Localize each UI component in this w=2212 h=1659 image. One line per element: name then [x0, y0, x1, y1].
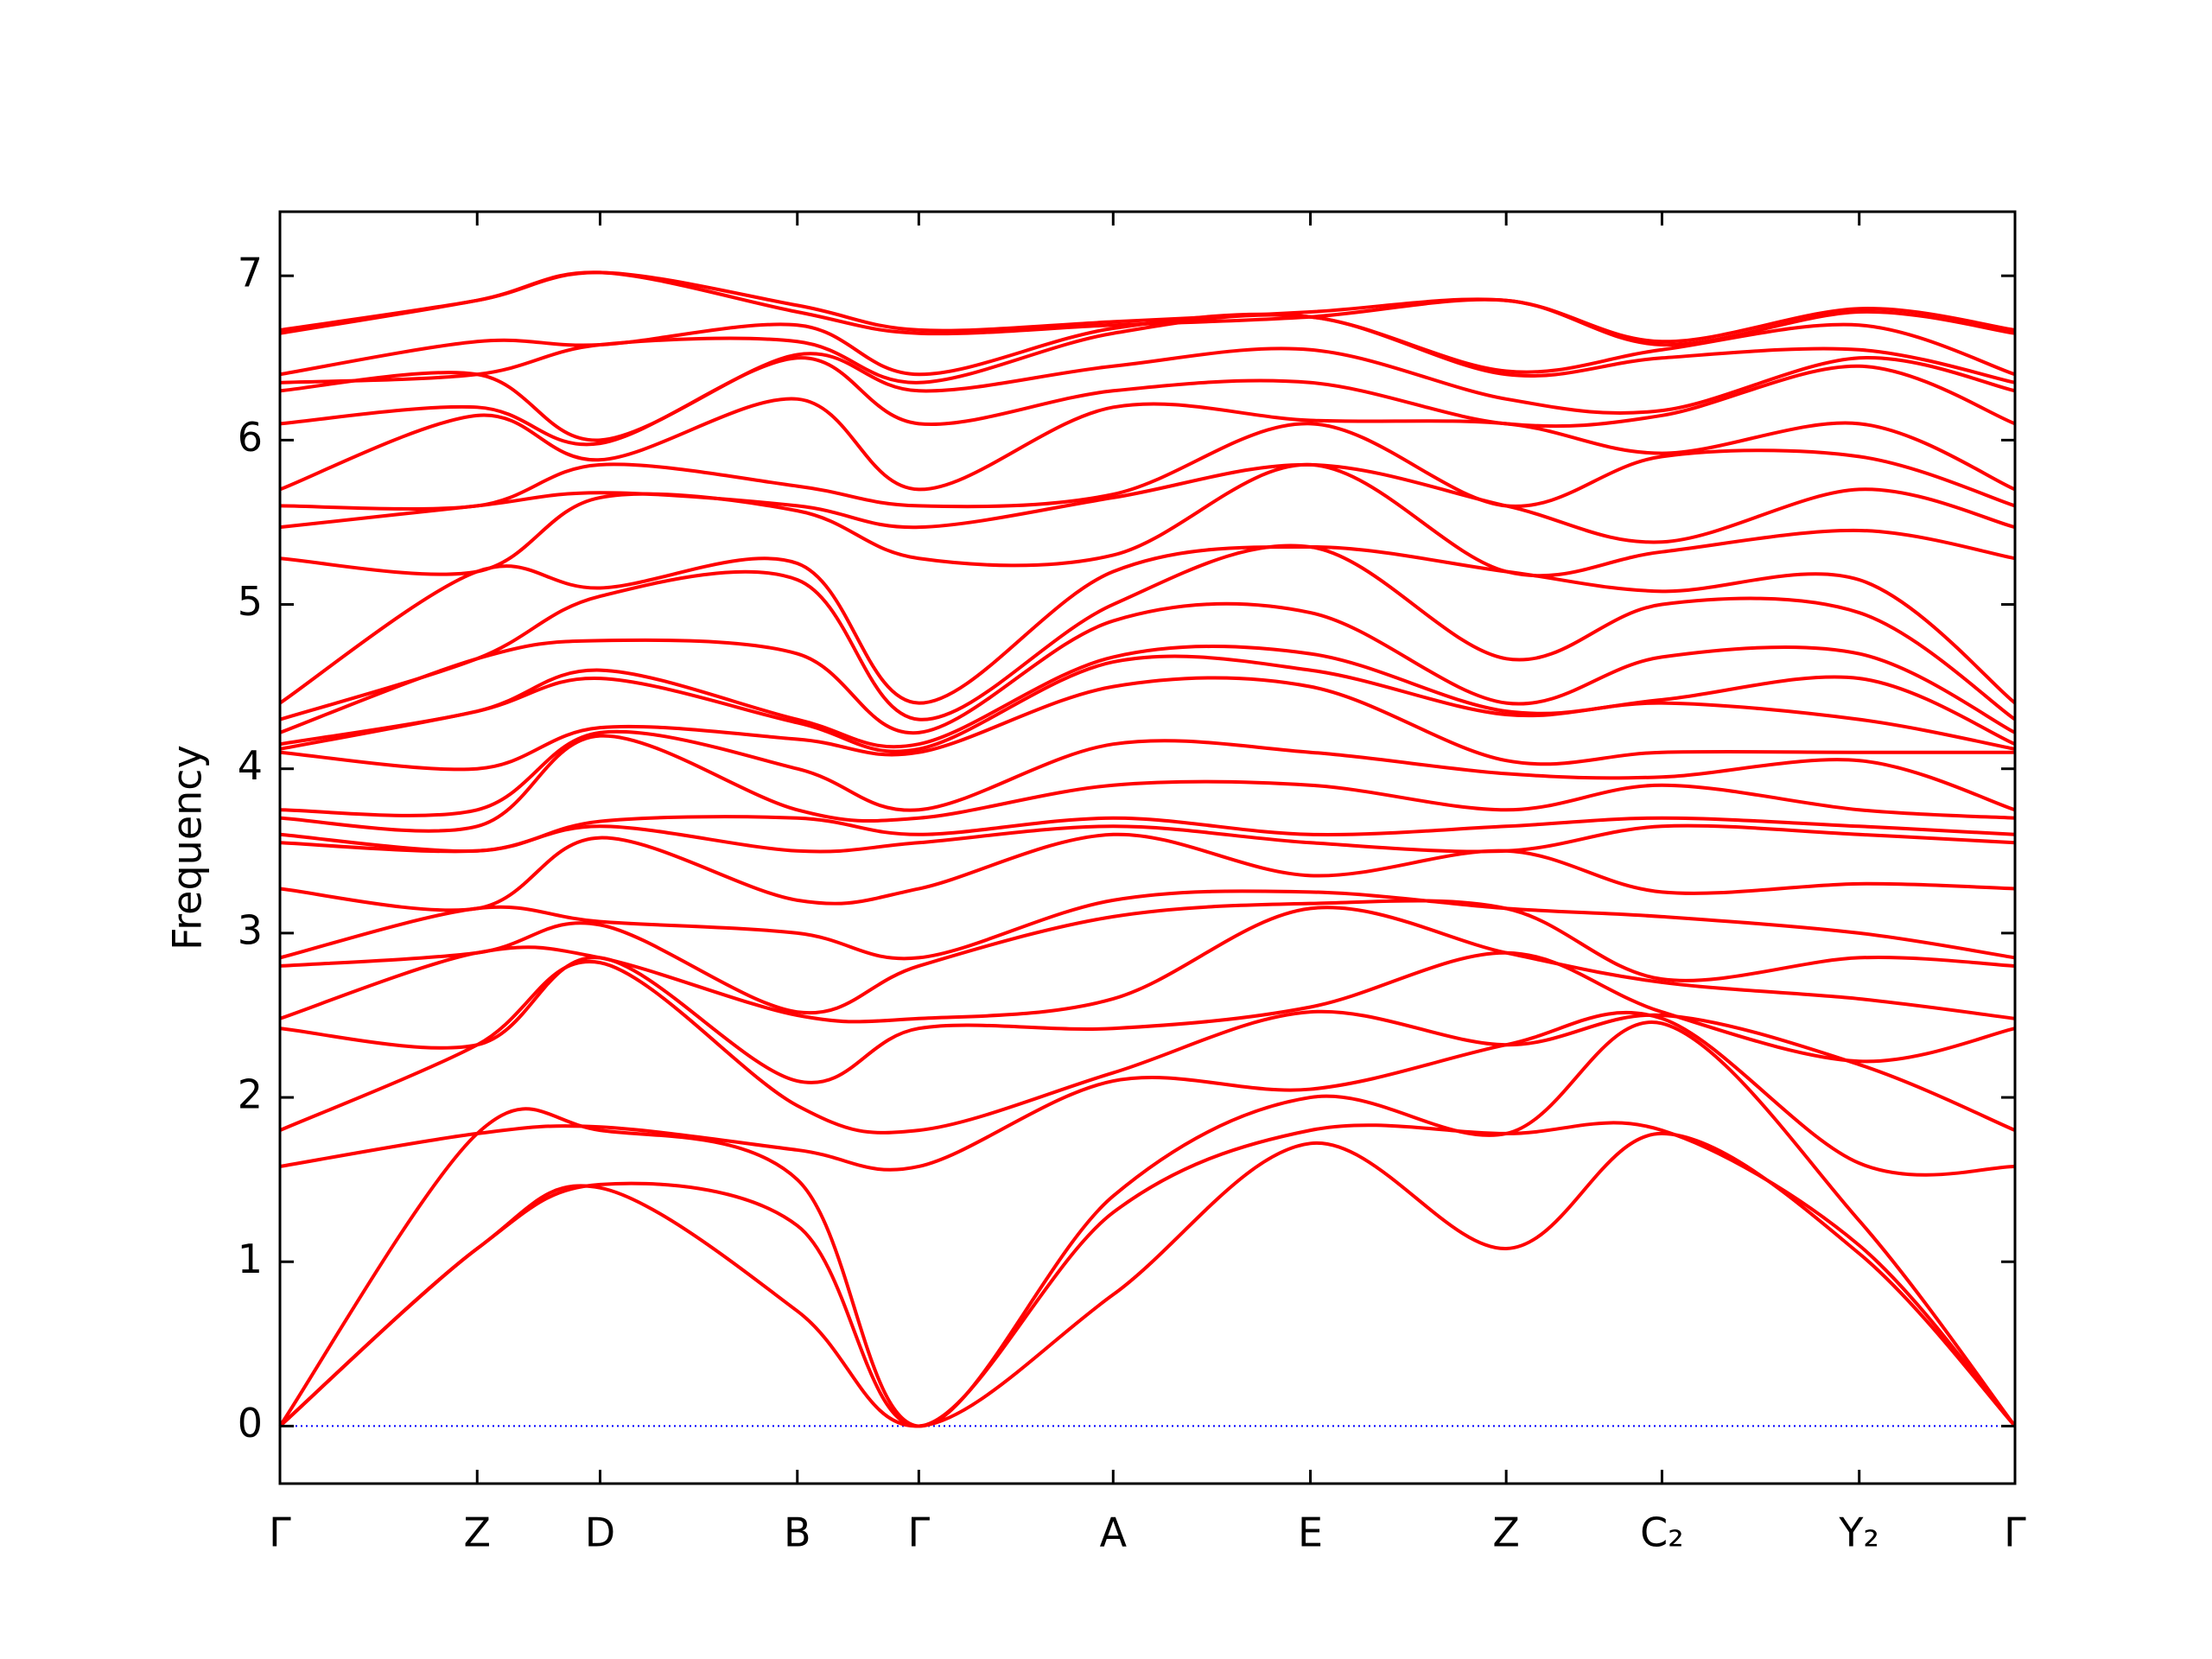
band-line	[279, 601, 2016, 735]
y-tick-label: 0	[238, 1400, 263, 1446]
band-line	[278, 544, 2017, 705]
band-line	[279, 815, 2016, 854]
y-tick-label: 7	[238, 250, 263, 296]
band-line	[279, 356, 2016, 447]
band-line	[278, 1131, 2017, 1428]
x-tick-label: Z	[463, 1510, 491, 1556]
band-line	[279, 906, 2016, 1024]
band-line	[279, 889, 2016, 961]
band-line	[279, 734, 2016, 833]
plot-frame	[278, 210, 2017, 1485]
band-line	[279, 899, 2016, 1015]
band-line	[279, 729, 2016, 817]
band-line	[279, 832, 2016, 912]
x-tick-label: Y₂	[1838, 1510, 1879, 1556]
band-line	[279, 645, 2016, 749]
x-tick-label: Γ	[269, 1510, 291, 1556]
y-tick-label: 5	[238, 578, 263, 625]
x-tick-label: Γ	[908, 1510, 931, 1556]
y-tick-label: 1	[238, 1236, 263, 1282]
band-line	[279, 823, 2016, 854]
x-tick-label: A	[1100, 1510, 1128, 1556]
y-tick-label: 2	[238, 1071, 263, 1118]
band-line	[278, 1020, 2017, 1428]
band-line	[279, 950, 2016, 1084]
x-tick-label: Z	[1492, 1510, 1520, 1556]
band-line	[279, 462, 2016, 578]
y-tick-label: 3	[238, 906, 263, 953]
x-tick-label: B	[784, 1510, 811, 1556]
band-line	[279, 654, 2016, 753]
x-tick-label: E	[1298, 1510, 1323, 1556]
band-line	[279, 346, 2016, 442]
x-tick-label: C₂	[1640, 1510, 1684, 1556]
band-line	[279, 313, 2016, 385]
band-line	[279, 422, 2016, 511]
y-tick-label: 6	[238, 414, 263, 461]
y-axis-label: Frequency	[164, 745, 211, 950]
band-line	[279, 1010, 2016, 1177]
band-line	[279, 270, 2016, 344]
y-tick-label: 4	[238, 742, 263, 789]
x-tick-label: Γ	[2004, 1510, 2026, 1556]
band-line	[279, 462, 2016, 544]
band-line	[278, 1121, 2017, 1428]
band-line	[279, 397, 2016, 492]
x-tick-label: D	[585, 1510, 615, 1556]
band-line	[279, 543, 2017, 721]
band-line	[279, 676, 2016, 772]
